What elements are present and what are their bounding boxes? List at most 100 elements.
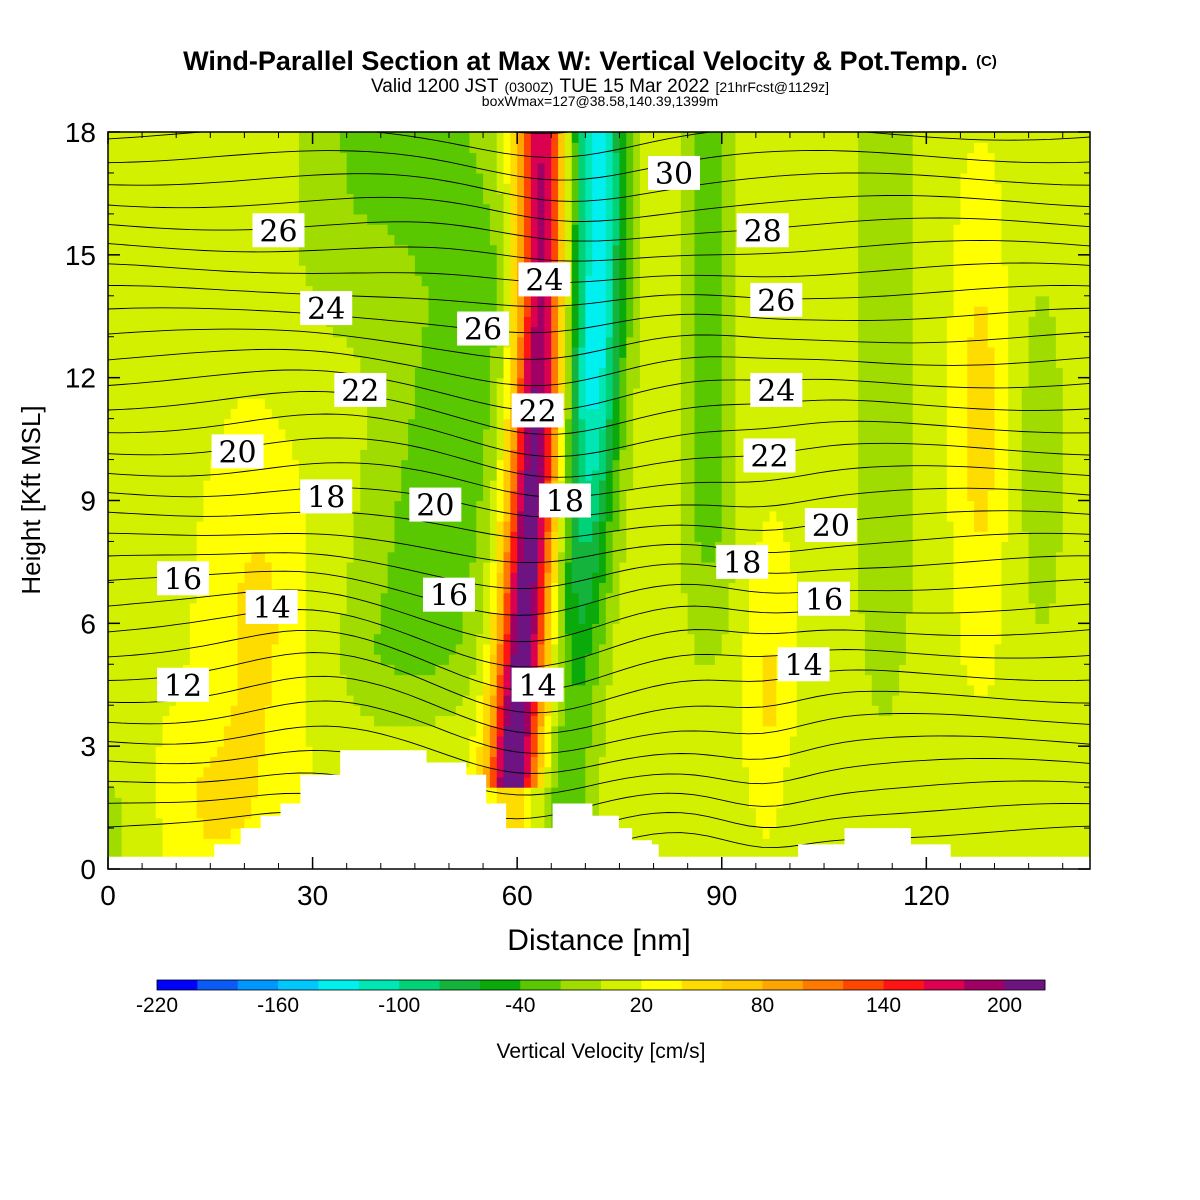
field-cell <box>1035 797 1043 809</box>
field-cell <box>510 582 518 594</box>
field-cell <box>333 643 341 655</box>
field-cell <box>885 541 893 553</box>
field-cell <box>564 643 573 655</box>
field-cell <box>367 592 375 604</box>
field-cell <box>674 684 682 696</box>
field-cell <box>742 756 750 768</box>
field-cell <box>571 520 580 532</box>
field-cell <box>1021 664 1030 676</box>
field-cell <box>360 715 368 727</box>
field-cell <box>605 592 614 604</box>
field-cell <box>687 654 696 665</box>
field-cell <box>271 531 280 543</box>
field-cell <box>708 572 716 583</box>
field-cell <box>1055 613 1064 624</box>
field-cell <box>489 531 498 543</box>
field-cell <box>264 705 273 717</box>
field-cell <box>619 715 627 727</box>
field-cell <box>926 531 934 543</box>
field-cell <box>237 561 245 573</box>
field-cell <box>585 643 593 655</box>
field-cell <box>667 654 675 665</box>
field-cell <box>483 694 491 706</box>
field-cell <box>878 643 887 655</box>
field-cell <box>285 705 293 717</box>
field-cell <box>851 817 859 829</box>
field-cell <box>558 551 566 563</box>
field-cell <box>135 735 143 747</box>
field-cell <box>148 541 157 553</box>
field-cell <box>899 520 907 532</box>
field-cell <box>148 725 157 737</box>
field-cell <box>810 541 818 553</box>
field-cell <box>755 828 764 839</box>
field-cell <box>298 746 307 758</box>
field-cell <box>292 561 300 573</box>
field-cell <box>660 705 668 717</box>
field-cell <box>476 684 484 696</box>
field-cell <box>892 715 900 727</box>
field-cell <box>564 613 573 624</box>
field-cell <box>394 725 402 737</box>
field-cell <box>701 613 709 624</box>
field-cell <box>1083 684 1090 696</box>
field-cell <box>564 531 573 543</box>
field-cell <box>1008 848 1016 860</box>
field-cell <box>892 684 900 696</box>
field-cell <box>571 797 580 809</box>
field-cell <box>1069 520 1077 532</box>
field-cell <box>776 551 784 563</box>
field-cell <box>994 735 1002 747</box>
field-cell <box>769 531 777 543</box>
field-cell <box>503 817 511 829</box>
field-cell <box>612 725 621 737</box>
field-cell <box>960 674 968 686</box>
field-cell <box>789 787 798 798</box>
field-cell <box>128 623 136 635</box>
field-cell <box>483 520 491 532</box>
field-cell <box>1035 613 1043 624</box>
field-cell <box>128 715 136 727</box>
field-cell <box>776 510 784 522</box>
field-cell <box>694 674 702 686</box>
field-cell <box>367 654 375 665</box>
field-cell <box>353 551 361 563</box>
field-cell <box>633 735 641 747</box>
field-cell <box>1035 838 1043 850</box>
field-cell <box>223 623 232 635</box>
field-cell <box>544 613 552 624</box>
field-cell <box>258 654 266 665</box>
field-cell <box>503 592 511 604</box>
field-cell <box>680 715 689 727</box>
field-cell <box>749 766 757 778</box>
field-cell <box>196 735 205 747</box>
field-cell <box>244 725 252 737</box>
field-cell <box>871 797 880 809</box>
field-cell <box>633 807 641 819</box>
field-cell <box>1035 592 1043 604</box>
field-cell <box>864 756 873 768</box>
field-cell <box>169 715 177 727</box>
field-cell <box>749 776 757 788</box>
field-cell <box>1042 572 1050 583</box>
field-cell <box>851 797 859 809</box>
field-cell <box>353 592 361 604</box>
field-cell <box>128 582 136 594</box>
field-cell <box>919 838 927 850</box>
field-cell <box>905 725 914 737</box>
field-cell <box>1055 694 1064 706</box>
field-cell <box>1076 602 1084 614</box>
field-cell <box>851 602 859 614</box>
field-cell <box>448 643 457 655</box>
field-cell <box>462 654 471 665</box>
field-cell <box>189 838 198 850</box>
field-cell <box>708 807 716 819</box>
field-cell <box>230 797 239 809</box>
field-cell <box>517 592 525 604</box>
field-cell <box>114 531 123 543</box>
field-cell <box>360 643 368 655</box>
field-cell <box>1069 623 1077 635</box>
field-cell <box>837 633 846 645</box>
field-cell <box>1008 766 1016 778</box>
field-cell <box>523 541 532 553</box>
